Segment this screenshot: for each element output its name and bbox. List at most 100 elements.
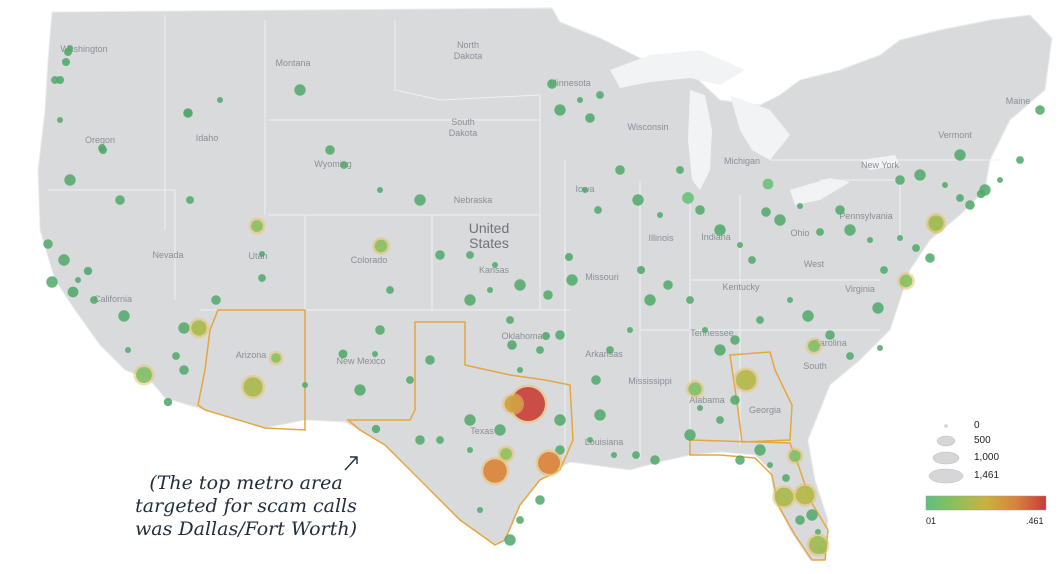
metro-dot[interactable] bbox=[466, 251, 474, 259]
metro-dot[interactable] bbox=[627, 327, 633, 333]
metro-point-spokane[interactable] bbox=[184, 109, 192, 117]
metro-point-okc[interactable] bbox=[507, 340, 517, 350]
metro-dot[interactable] bbox=[714, 344, 726, 356]
metro-point-charlotte[interactable] bbox=[808, 340, 820, 352]
metro-dot[interactable] bbox=[57, 117, 63, 123]
metro-dot[interactable] bbox=[676, 166, 684, 174]
metro-dot[interactable] bbox=[663, 280, 673, 290]
metro-dot[interactable] bbox=[406, 376, 414, 384]
metro-point-chicago[interactable] bbox=[682, 192, 694, 204]
metro-dot[interactable] bbox=[514, 279, 526, 291]
metro-dot[interactable] bbox=[414, 194, 426, 206]
metro-dot[interactable] bbox=[912, 244, 920, 252]
metro-dot[interactable] bbox=[259, 251, 265, 257]
metro-dot[interactable] bbox=[415, 435, 425, 445]
metro-point-sacramento[interactable] bbox=[83, 266, 93, 276]
metro-point-san-diego[interactable] bbox=[163, 397, 173, 407]
metro-dot[interactable] bbox=[1035, 105, 1045, 115]
metro-dot[interactable] bbox=[372, 351, 378, 357]
metro-dot[interactable] bbox=[997, 177, 1003, 183]
metro-dot[interactable] bbox=[644, 294, 656, 306]
metro-dot[interactable] bbox=[487, 287, 493, 293]
metro-point-st-louis[interactable] bbox=[637, 266, 645, 274]
metro-dot[interactable] bbox=[797, 203, 803, 209]
metro-dot[interactable] bbox=[302, 382, 308, 388]
metro-point-boston[interactable] bbox=[976, 189, 986, 199]
metro-point-las-vegas[interactable] bbox=[191, 320, 207, 336]
metro-dot[interactable] bbox=[802, 310, 814, 322]
metro-dot[interactable] bbox=[118, 310, 130, 322]
metro-dot[interactable] bbox=[294, 84, 306, 96]
metro-dot[interactable] bbox=[895, 175, 905, 185]
metro-dot[interactable] bbox=[504, 534, 516, 546]
metro-dot[interactable] bbox=[596, 91, 604, 99]
metro-point-detroit[interactable] bbox=[762, 178, 774, 190]
metro-dot[interactable] bbox=[464, 294, 476, 306]
metro-point-new-york[interactable] bbox=[928, 215, 944, 231]
metro-point-el-paso[interactable] bbox=[371, 424, 381, 434]
metro-dot[interactable] bbox=[684, 429, 696, 441]
metro-point-houston[interactable] bbox=[537, 451, 561, 475]
metro-dot[interactable] bbox=[536, 346, 544, 354]
metro-dot[interactable] bbox=[517, 367, 523, 373]
metro-point-sf-bay[interactable] bbox=[67, 286, 79, 298]
metro-dot[interactable] bbox=[695, 205, 705, 215]
metro-point-atlanta[interactable] bbox=[735, 369, 757, 391]
metro-dot[interactable] bbox=[43, 239, 53, 249]
metro-point-austin[interactable] bbox=[500, 448, 512, 460]
metro-dot[interactable] bbox=[867, 237, 873, 243]
metro-dot[interactable] bbox=[815, 529, 821, 535]
metro-dot[interactable] bbox=[258, 274, 266, 282]
metro-dot[interactable] bbox=[787, 297, 793, 303]
metro-point-jacksonville[interactable] bbox=[789, 450, 801, 462]
metro-point-minneapolis[interactable] bbox=[585, 113, 595, 123]
metro-dot[interactable] bbox=[516, 516, 524, 524]
metro-dot[interactable] bbox=[115, 195, 125, 205]
metro-dot[interactable] bbox=[761, 207, 771, 217]
metro-dot[interactable] bbox=[179, 365, 189, 375]
metro-point-san-antonio[interactable] bbox=[483, 459, 507, 483]
metro-dot[interactable] bbox=[375, 325, 385, 335]
metro-dot[interactable] bbox=[754, 444, 766, 456]
metro-dot[interactable] bbox=[737, 242, 743, 248]
metro-dot[interactable] bbox=[75, 277, 81, 283]
metro-dot[interactable] bbox=[587, 437, 593, 443]
metro-dot[interactable] bbox=[748, 256, 756, 264]
metro-dot[interactable] bbox=[1016, 156, 1024, 164]
metro-dot[interactable] bbox=[925, 253, 935, 263]
metro-dot[interactable] bbox=[774, 214, 786, 226]
metro-point-los-angeles[interactable] bbox=[136, 367, 152, 383]
metro-dot[interactable] bbox=[730, 395, 740, 405]
metro-dot[interactable] bbox=[880, 266, 888, 274]
metro-point-tacoma[interactable] bbox=[56, 76, 64, 84]
metro-dot[interactable] bbox=[702, 327, 708, 333]
metro-dot[interactable] bbox=[543, 290, 553, 300]
metro-dot[interactable] bbox=[186, 196, 194, 204]
metro-dot[interactable] bbox=[217, 97, 223, 103]
metro-dot[interactable] bbox=[582, 187, 588, 193]
metro-dot[interactable] bbox=[477, 507, 483, 513]
metro-dot[interactable] bbox=[494, 424, 506, 436]
metro-dot[interactable] bbox=[650, 455, 660, 465]
metro-dot[interactable] bbox=[594, 409, 606, 421]
metro-dot[interactable] bbox=[686, 296, 694, 304]
metro-dot[interactable] bbox=[735, 455, 745, 465]
metro-dot[interactable] bbox=[942, 182, 948, 188]
metro-dot[interactable] bbox=[615, 165, 625, 175]
metro-dot[interactable] bbox=[795, 515, 805, 525]
metro-dot[interactable] bbox=[555, 445, 565, 455]
metro-dot[interactable] bbox=[897, 235, 903, 241]
metro-dot[interactable] bbox=[914, 169, 926, 181]
metro-dot[interactable] bbox=[377, 187, 383, 193]
metro-point-portland[interactable] bbox=[62, 58, 70, 66]
metro-point-washington-dc[interactable] bbox=[899, 274, 913, 288]
metro-dot[interactable] bbox=[566, 274, 578, 286]
metro-dot[interactable] bbox=[58, 254, 70, 266]
metro-point-boise[interactable] bbox=[99, 146, 107, 154]
metro-dot[interactable] bbox=[90, 296, 98, 304]
metro-point-tucson[interactable] bbox=[271, 353, 281, 363]
metro-dot[interactable] bbox=[591, 375, 601, 385]
metro-dot[interactable] bbox=[535, 495, 545, 505]
metro-dot[interactable] bbox=[547, 79, 557, 89]
metro-dot[interactable] bbox=[555, 330, 565, 340]
